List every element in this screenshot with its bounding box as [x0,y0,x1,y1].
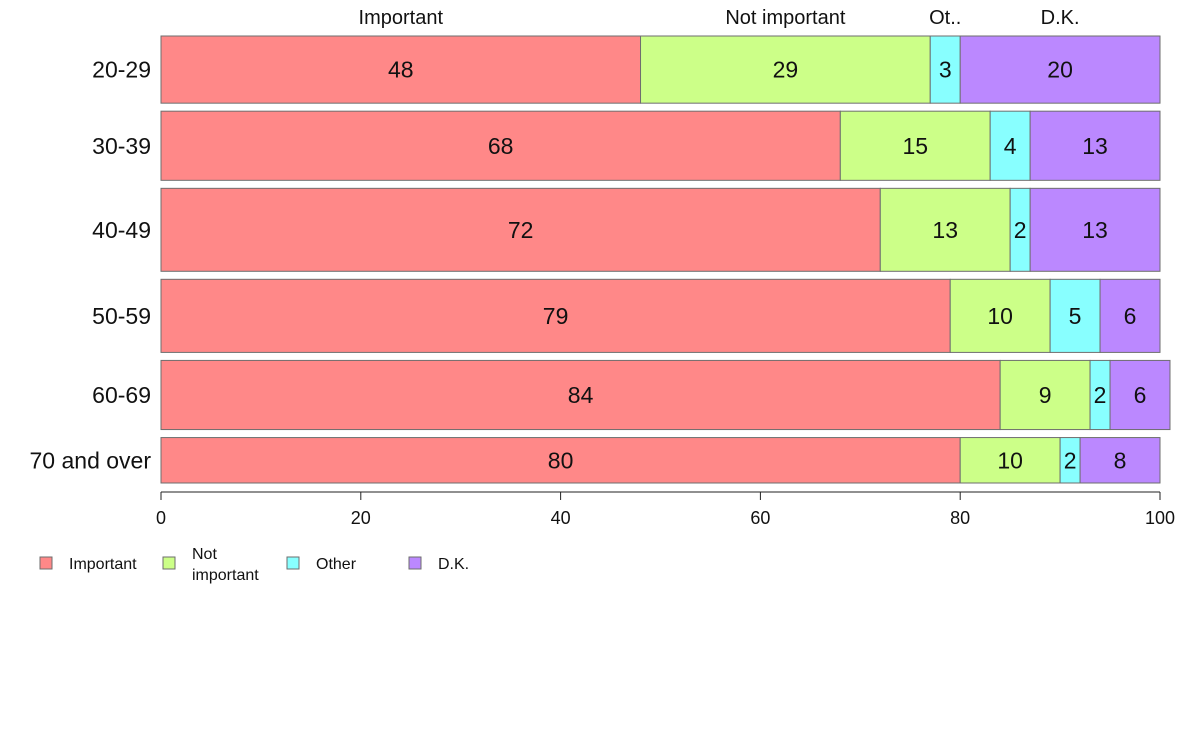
bar-segment-not-important-30-39 [839,110,991,181]
bar-segment-d-k-30-39 [1029,110,1161,181]
data-label-important-20-29: 48 [388,57,414,83]
top-label-other: Ot.. [929,7,961,29]
data-label-d-k-50-59: 6 [1124,303,1137,329]
data-label-not-important-50-59: 10 [987,303,1013,329]
top-label-d-k: D.K. [1041,7,1080,29]
top-label-important: Important [359,7,444,29]
bar-segment-d-k-50-59 [1099,278,1161,353]
data-label-other-20-29: 3 [939,57,952,83]
data-label-d-k-20-29: 20 [1047,57,1073,83]
x-tick-label-60: 60 [750,508,770,528]
data-label-d-k-30-39: 13 [1082,133,1108,159]
data-label-important-30-39: 68 [488,133,514,159]
data-label-important-70-and-over: 80 [548,447,574,473]
bar-segment-not-important-40-49 [879,187,1011,272]
bar-row-20-29: 48 29 3 20 [160,35,1161,104]
bar-segment-not-important-20-29 [640,35,931,104]
data-label-not-important-70-and-over: 10 [997,447,1023,473]
x-tick-label-40: 40 [551,508,571,528]
x-tick-label-100: 100 [1145,508,1175,528]
data-label-not-important-30-39: 15 [902,133,928,159]
data-label-not-important-40-49: 13 [932,217,958,243]
data-label-other-40-49: 2 [1014,217,1027,243]
bar-segment-important-20-29 [160,35,642,104]
bar-rows: 48 29 3 20 68 15 4 13 72 13 2 13 79 10 5 6 84 9 2 6 80 10 2 8 [160,35,1171,484]
row-label-30-39: 30-39 [92,133,151,159]
row-label-60-69: 60-69 [92,382,151,408]
row-label-40-49: 40-49 [92,217,151,243]
bar-row-30-39: 68 15 4 13 [160,110,1161,181]
x-tick-label-80: 80 [950,508,970,528]
bar-segment-not-important-50-59 [949,278,1051,353]
legend-swatch-d-k [408,556,422,570]
data-label-other-30-39: 4 [1004,133,1017,159]
bar-segment-important-60-69 [160,359,1001,431]
legend-item-important: Important [39,556,137,573]
legend: Important Not important Other D.K. [39,546,469,584]
data-label-d-k-70-and-over: 8 [1114,447,1127,473]
bar-segment-important-40-49 [160,187,881,272]
bar-segment-d-k-20-29 [959,35,1161,104]
row-labels: 20-29 30-39 40-49 50-59 60-69 70 and over [30,57,152,474]
data-label-other-70-and-over: 2 [1064,447,1077,473]
x-axis: 0 20 40 60 80 100 [156,491,1175,528]
bar-row-40-49: 72 13 2 13 [160,187,1161,272]
bar-row-50-59: 79 10 5 6 [160,278,1161,353]
bar-segment-important-30-39 [160,110,841,181]
data-label-important-40-49: 72 [508,217,534,243]
legend-label-not-important: Not important [192,546,259,584]
top-category-labels: Important Not important Ot.. D.K. [359,7,1080,29]
bar-segment-other-20-29 [929,35,961,104]
legend-item-other: Other [286,556,357,573]
bar-segment-other-30-39 [989,110,1031,181]
legend-swatch-not-important [162,556,176,570]
legend-label-important: Important [69,556,137,573]
data-label-important-60-69: 84 [568,382,594,408]
bar-segment-not-important-60-69 [999,359,1091,431]
legend-item-d-k: D.K. [408,556,469,573]
data-label-other-60-69: 2 [1094,382,1107,408]
data-label-d-k-60-69: 6 [1134,382,1147,408]
data-label-other-50-59: 5 [1069,303,1082,329]
data-label-important-50-59: 79 [543,303,569,329]
data-label-d-k-40-49: 13 [1082,217,1108,243]
legend-swatch-other [286,556,300,570]
bar-segment-important-50-59 [160,278,951,353]
legend-swatch-important [39,556,53,570]
row-label-70-and-over: 70 and over [30,447,152,473]
x-tick-label-0: 0 [156,508,166,528]
row-label-20-29: 20-29 [92,57,151,83]
data-label-not-important-60-69: 9 [1039,382,1052,408]
legend-item-not-important: Not important [162,546,259,584]
bar-segment-d-k-70-and-over [1079,437,1161,484]
bar-segment-d-k-40-49 [1029,187,1161,272]
x-tick-label-20: 20 [351,508,371,528]
legend-label-other: Other [316,556,357,573]
bar-row-60-69: 84 9 2 6 [160,359,1171,431]
bar-row-70-and-over: 80 10 2 8 [160,437,1161,484]
data-label-not-important-20-29: 29 [773,57,799,83]
bar-segment-d-k-60-69 [1109,359,1171,431]
top-label-not-important: Not important [725,7,845,29]
row-label-50-59: 50-59 [92,303,151,329]
legend-label-d-k: D.K. [438,556,469,573]
bar-segment-other-50-59 [1049,278,1101,353]
